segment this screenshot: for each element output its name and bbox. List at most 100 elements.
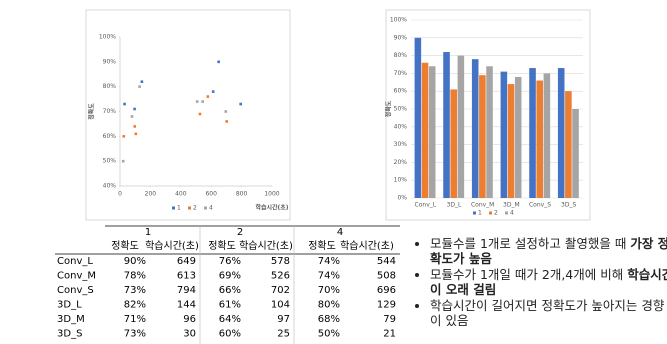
legend-label: 2 bbox=[193, 205, 197, 212]
bullet-text: 학습시간이 길어지면 정확도가 높아지는 경향이 있음 bbox=[430, 298, 665, 328]
x-tick-label: 200 bbox=[145, 191, 157, 198]
x-tick-label: 3D_S bbox=[561, 202, 576, 209]
x-tick-label: Conv_S bbox=[529, 202, 551, 209]
y-tick-label: 50% bbox=[103, 158, 117, 165]
table-group-header: 2 bbox=[237, 227, 243, 238]
table-cell: 78% bbox=[124, 271, 146, 282]
bar bbox=[443, 52, 450, 198]
y-tick-label: 90% bbox=[394, 34, 408, 41]
table-cell: 578 bbox=[271, 256, 290, 267]
table-cell: 526 bbox=[271, 271, 290, 282]
y-tick-label: 90% bbox=[103, 58, 117, 65]
bullet: 모듈수가 1개일 때가 2개,4개에 비해 학습시간이 오래 걸림 bbox=[430, 267, 667, 297]
y-tick-label: 30% bbox=[394, 141, 408, 148]
table-cell: 649 bbox=[177, 256, 196, 267]
x-tick-label: 0 bbox=[118, 191, 122, 198]
scatter-point bbox=[239, 102, 242, 106]
scatter-point bbox=[201, 100, 204, 103]
y-tick-label: 10% bbox=[394, 177, 408, 184]
y-tick-label: 80% bbox=[394, 52, 408, 59]
bullet-text: 모듈수가 1개일 때가 2개,4개에 비해 bbox=[430, 267, 628, 282]
table-cell: 30 bbox=[183, 329, 196, 340]
table-cell: 25 bbox=[277, 329, 290, 340]
x-tick-label: 600 bbox=[205, 191, 217, 198]
row-header: 3D_M bbox=[57, 314, 85, 325]
table-cell: 90% bbox=[124, 256, 146, 267]
table-cell: 64% bbox=[219, 314, 241, 325]
scatter-point bbox=[224, 110, 228, 113]
y-tick-label: 100% bbox=[390, 17, 407, 24]
scatter-point bbox=[133, 107, 136, 111]
legend-label: 1 bbox=[177, 205, 181, 212]
legend-swatch bbox=[473, 211, 476, 215]
table-cell: 104 bbox=[271, 300, 290, 311]
scatter-point bbox=[121, 159, 125, 163]
scatter-point bbox=[122, 135, 126, 138]
table-cell: 696 bbox=[377, 285, 396, 296]
table-subheader: 학습시간(초) bbox=[239, 240, 293, 252]
table-cell: 544 bbox=[377, 256, 396, 267]
legend-label: 1 bbox=[478, 210, 482, 217]
table-cell: 60% bbox=[219, 329, 241, 340]
y-tick-label: 60% bbox=[103, 133, 117, 140]
bullet-text: 학습시간이 오래 걸림 bbox=[430, 267, 667, 297]
y-tick-label: 70% bbox=[103, 108, 117, 115]
table-cell: 702 bbox=[271, 285, 290, 296]
legend-swatch bbox=[489, 211, 492, 215]
bar bbox=[557, 68, 565, 198]
bar bbox=[507, 84, 515, 198]
bar bbox=[543, 73, 551, 198]
bar bbox=[457, 55, 465, 198]
x-tick-label: 3D_M bbox=[503, 202, 520, 209]
legend-label: 2 bbox=[494, 210, 498, 217]
table-cell: 21 bbox=[383, 329, 396, 340]
bar bbox=[471, 59, 479, 198]
scatter-point bbox=[130, 115, 134, 118]
bar bbox=[414, 37, 422, 198]
y-axis-label: 정확도 bbox=[385, 100, 393, 117]
y-tick-label: 70% bbox=[394, 70, 408, 77]
scatter-point bbox=[211, 90, 215, 93]
table-subheader: 학습시간(초) bbox=[340, 240, 394, 252]
table-cell: 68% bbox=[318, 314, 340, 325]
scatter-point bbox=[140, 80, 144, 83]
bar bbox=[486, 66, 493, 198]
bar bbox=[514, 76, 522, 198]
bar bbox=[450, 89, 457, 198]
table-subheader: 정확도 bbox=[308, 240, 336, 252]
y-tick-label: 40% bbox=[103, 183, 117, 190]
table-cell: 66% bbox=[219, 285, 241, 296]
bar bbox=[536, 80, 543, 198]
table-cell: 144 bbox=[177, 300, 196, 311]
row-header: Conv_S bbox=[57, 285, 94, 296]
chart-frame bbox=[85, 9, 291, 221]
legend-swatch bbox=[204, 206, 207, 210]
table-cell: 70% bbox=[318, 285, 340, 296]
table-cell: 61% bbox=[219, 300, 241, 311]
x-tick-label: 400 bbox=[175, 191, 187, 198]
table-cell: 97 bbox=[277, 314, 290, 325]
table-cell: 613 bbox=[177, 271, 196, 282]
table-group-header: 4 bbox=[337, 227, 343, 238]
y-axis-label: 정확도 bbox=[88, 103, 96, 120]
bullet-text: 모듈수를 1개로 설정하고 촬영했을 때 bbox=[430, 236, 631, 251]
table-cell: 79 bbox=[383, 314, 396, 325]
y-tick-label: 40% bbox=[394, 123, 408, 130]
table-group-header: 1 bbox=[145, 227, 151, 238]
table-subheader: 학습시간(초) bbox=[145, 240, 199, 252]
bar bbox=[529, 68, 536, 198]
table-subheader: 정확도 bbox=[111, 240, 139, 252]
x-tick-label: Conv_M bbox=[471, 202, 494, 209]
scatter-point bbox=[133, 125, 137, 128]
row-header: Conv_M bbox=[57, 271, 96, 282]
x-tick-label: Conv_L bbox=[415, 202, 437, 209]
x-tick-label: 800 bbox=[236, 191, 248, 198]
bar bbox=[421, 62, 429, 198]
legend-label: 4 bbox=[209, 205, 213, 212]
y-tick-label: 20% bbox=[394, 159, 408, 166]
y-tick-label: 80% bbox=[103, 83, 117, 90]
bar bbox=[500, 71, 508, 198]
bar bbox=[479, 75, 486, 198]
row-header: Conv_L bbox=[57, 256, 93, 267]
